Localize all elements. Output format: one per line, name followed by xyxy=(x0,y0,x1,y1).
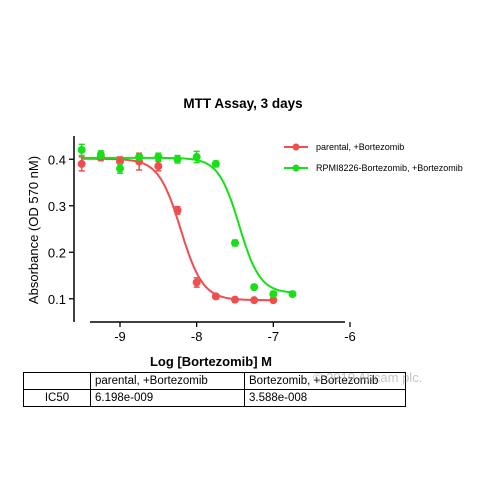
data-point xyxy=(77,145,86,154)
table-header-cell: Bortezomib, +Bortezomib xyxy=(244,372,406,390)
data-point xyxy=(173,155,182,164)
dose-response-chart: MTT Assay, 3 days Log [Bortezomib] M Abs… xyxy=(26,96,463,369)
data-point xyxy=(154,152,163,161)
x-tick-label: -9 xyxy=(114,329,126,344)
y-tick-label: 0.2 xyxy=(48,245,66,260)
y-axis-label: Absorbance (OD 570 nM) xyxy=(26,156,41,304)
chart-title: MTT Assay, 3 days xyxy=(183,96,302,111)
ic50-table: parental, +Bortezomib Bortezomib, +Borte… xyxy=(23,372,406,407)
data-point xyxy=(154,162,163,171)
ic50-value-parental: 6.198e-009 xyxy=(90,389,245,407)
table-row: IC50 6.198e-009 3.588e-008 xyxy=(23,389,406,407)
data-point xyxy=(77,159,86,168)
legend-marker xyxy=(292,143,300,151)
data-point xyxy=(211,292,220,301)
data-point xyxy=(135,152,144,161)
data-point xyxy=(173,206,182,215)
legend-label: parental, +Bortezomib xyxy=(316,142,404,152)
table-header-row: parental, +Bortezomib Bortezomib, +Borte… xyxy=(23,372,406,390)
data-point xyxy=(116,164,124,173)
data-point xyxy=(211,159,220,168)
table-header-cell: parental, +Bortezomib xyxy=(90,372,245,390)
data-point xyxy=(192,278,201,287)
axis-ticks: -9 -8 -7 -6 0.1 0.2 0.3 0.4 xyxy=(48,152,356,344)
x-tick-label: -7 xyxy=(268,329,280,344)
data-point xyxy=(96,150,105,159)
data-point xyxy=(269,290,278,299)
legend: parental, +Bortezomib RPMI8226-Bortezomib… xyxy=(284,142,463,173)
table-header-cell xyxy=(23,372,91,390)
y-tick-label: 0.1 xyxy=(48,292,66,307)
data-point xyxy=(231,295,239,304)
data-point xyxy=(231,238,239,247)
fit-curve-2 xyxy=(81,156,293,294)
legend-label: RPMI8226-Bortezomib, +Bortezomib xyxy=(316,163,463,173)
x-tick-label: -8 xyxy=(191,329,203,344)
data-point xyxy=(288,290,297,299)
data-point xyxy=(269,296,278,305)
y-tick-label: 0.4 xyxy=(48,152,66,167)
x-tick-label: -6 xyxy=(344,329,356,344)
data-point xyxy=(250,283,259,292)
y-tick-label: 0.3 xyxy=(48,199,66,214)
ic50-row-label: IC50 xyxy=(23,389,91,407)
data-points xyxy=(77,143,297,305)
data-point xyxy=(192,152,201,161)
x-axis-label: Log [Bortezomib] M xyxy=(150,354,272,369)
legend-marker xyxy=(292,164,300,172)
fit-curve-1 xyxy=(81,157,274,302)
data-point xyxy=(250,296,259,305)
fit-curves xyxy=(81,156,293,302)
ic50-value-resistant: 3.588e-008 xyxy=(244,389,406,407)
